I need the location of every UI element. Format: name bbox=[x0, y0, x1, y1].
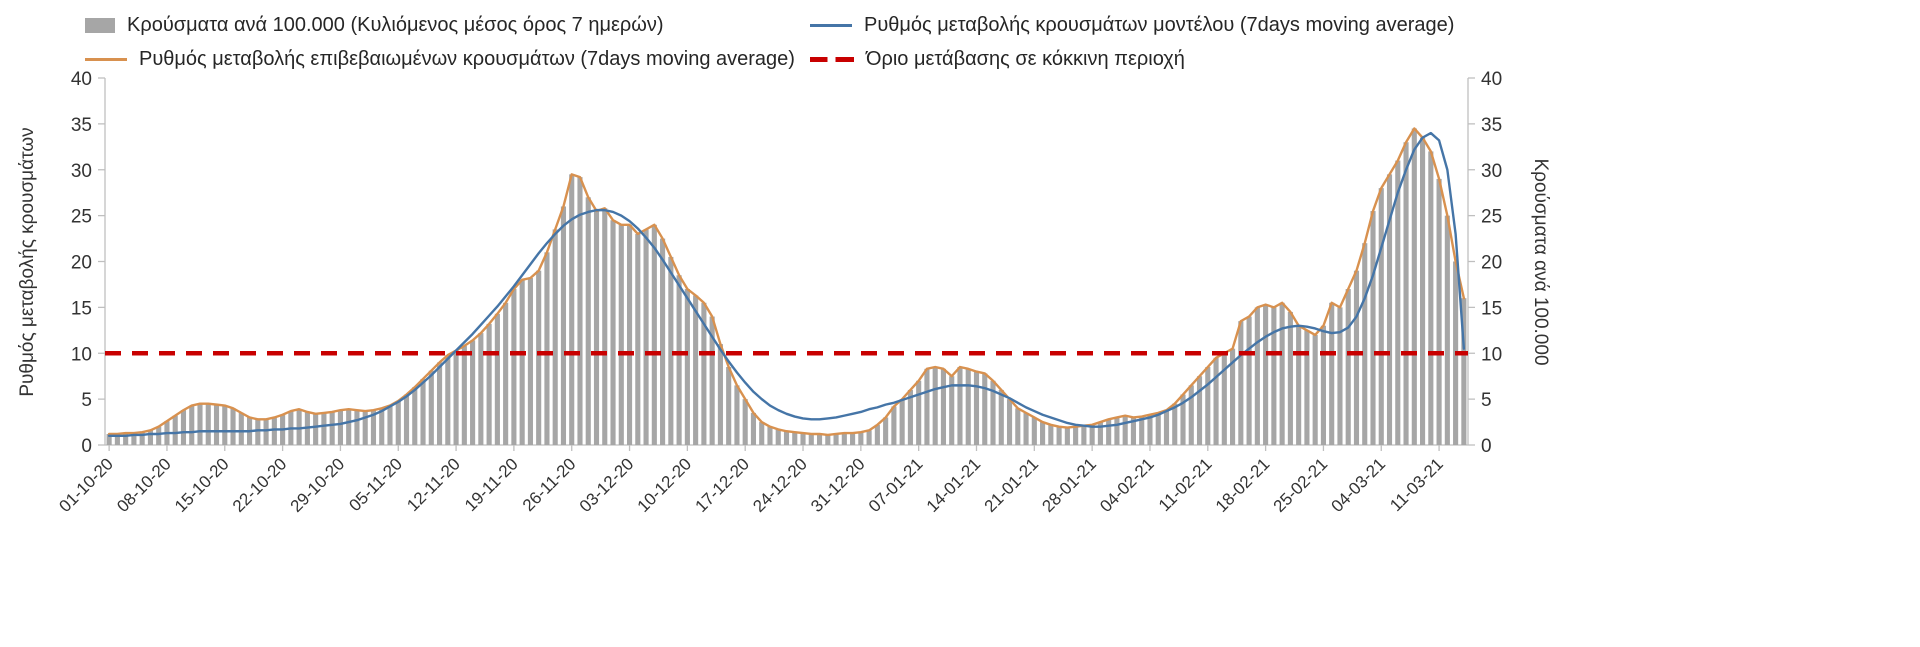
model-line-swatch-icon bbox=[810, 23, 852, 27]
left-y-tick-label: 10 bbox=[71, 344, 92, 365]
x-axis-date-label: 31-12-20 bbox=[807, 454, 869, 516]
x-axis-date-label: 10-12-20 bbox=[634, 454, 696, 516]
right-y-tick-label: 0 bbox=[1481, 436, 1492, 457]
right-y-tick-label: 5 bbox=[1481, 390, 1492, 411]
bar-series-swatch-icon bbox=[85, 17, 115, 33]
x-axis-date-label: 26-11-20 bbox=[519, 454, 580, 515]
right-y-tick-label: 25 bbox=[1481, 207, 1502, 228]
legend-item-model-rate: Ρυθμός μεταβολής κρουσμάτων μοντέλου (7d… bbox=[810, 12, 1454, 38]
legend-item-red-zone-threshold: Όριο μετάβασης σε κόκκινη περιοχή bbox=[810, 46, 1185, 72]
left-y-tick-label: 25 bbox=[71, 207, 92, 228]
x-axis-date-label: 07-01-21 bbox=[865, 454, 927, 516]
x-axis-date-label: 18-02-21 bbox=[1212, 454, 1274, 516]
x-axis-date-label: 12-11-20 bbox=[403, 454, 464, 515]
confirmed-line-swatch-icon bbox=[85, 57, 127, 61]
x-axis-date-label: 25-02-21 bbox=[1270, 454, 1332, 516]
x-axis-date-label: 05-11-20 bbox=[345, 454, 406, 515]
right-y-tick-label: 30 bbox=[1481, 161, 1502, 182]
right-y-tick-label: 35 bbox=[1481, 115, 1502, 136]
tick-labels: 0 0 5 5 10 10 15 15 20 20 25 25 30 30 35 35 40 40 01-10-20… bbox=[55, 69, 1502, 516]
bars-cases-per-100k bbox=[106, 128, 1467, 446]
left-y-tick-label: 35 bbox=[71, 115, 92, 136]
x-axis-date-label: 28-01-21 bbox=[1038, 454, 1100, 516]
right-y-tick-label: 20 bbox=[1481, 253, 1502, 274]
left-y-tick-label: 40 bbox=[71, 69, 92, 90]
x-axis-date-label: 04-02-21 bbox=[1096, 454, 1158, 516]
left-y-tick-label: 30 bbox=[71, 161, 92, 182]
x-axis-date-label: 15-10-20 bbox=[171, 454, 233, 516]
legend-label-cases-per-100k: Κρούσματα ανά 100.000 (Κυλιόμενος μέσος … bbox=[127, 13, 664, 36]
left-y-tick-label: 15 bbox=[71, 298, 92, 319]
legend-label-red-zone-threshold: Όριο μετάβασης σε κόκκινη περιοχή bbox=[866, 47, 1185, 70]
right-y-tick-label: 10 bbox=[1481, 344, 1502, 365]
axes bbox=[98, 77, 1475, 451]
legend-item-confirmed-rate: Ρυθμός μεταβολής επιβεβαιωμένων κρουσμάτ… bbox=[85, 46, 795, 72]
left-y-tick-label: 5 bbox=[81, 390, 92, 411]
legend-item-cases-per-100k: Κρούσματα ανά 100.000 (Κυλιόμενος μέσος … bbox=[85, 12, 664, 38]
legend-label-model-rate: Ρυθμός μεταβολής κρουσμάτων μοντέλου (7d… bbox=[864, 13, 1455, 36]
x-axis-date-label: 17-12-20 bbox=[691, 454, 753, 516]
x-axis-date-label: 19-11-20 bbox=[461, 454, 522, 515]
x-axis-date-label: 29-10-20 bbox=[287, 454, 349, 516]
x-axis-date-label: 24-12-20 bbox=[749, 454, 811, 516]
x-axis-date-label: 21-01-21 bbox=[981, 454, 1043, 516]
x-axis-date-label: 14-01-21 bbox=[923, 454, 985, 516]
x-axis-date-label: 01-10-20 bbox=[55, 454, 117, 516]
right-y-tick-label: 15 bbox=[1481, 298, 1502, 319]
x-axis-date-label: 04-03-21 bbox=[1328, 454, 1390, 516]
left-y-tick-label: 0 bbox=[81, 436, 92, 457]
left-y-tick-label: 20 bbox=[71, 253, 92, 274]
legend-label-confirmed-rate: Ρυθμός μεταβολής επιβεβαιωμένων κρουσμάτ… bbox=[139, 47, 795, 70]
threshold-dash-swatch-icon bbox=[810, 56, 854, 62]
x-axis-date-label: 08-10-20 bbox=[113, 454, 175, 516]
x-axis-date-label: 11-03-21 bbox=[1386, 454, 1447, 515]
rate-lines bbox=[107, 127, 1466, 438]
x-axis-date-label: 03-12-20 bbox=[576, 454, 638, 516]
x-axis-date-label: 22-10-20 bbox=[229, 454, 291, 516]
x-axis-date-label: 11-02-21 bbox=[1155, 454, 1216, 515]
right-y-tick-label: 40 bbox=[1481, 69, 1502, 90]
